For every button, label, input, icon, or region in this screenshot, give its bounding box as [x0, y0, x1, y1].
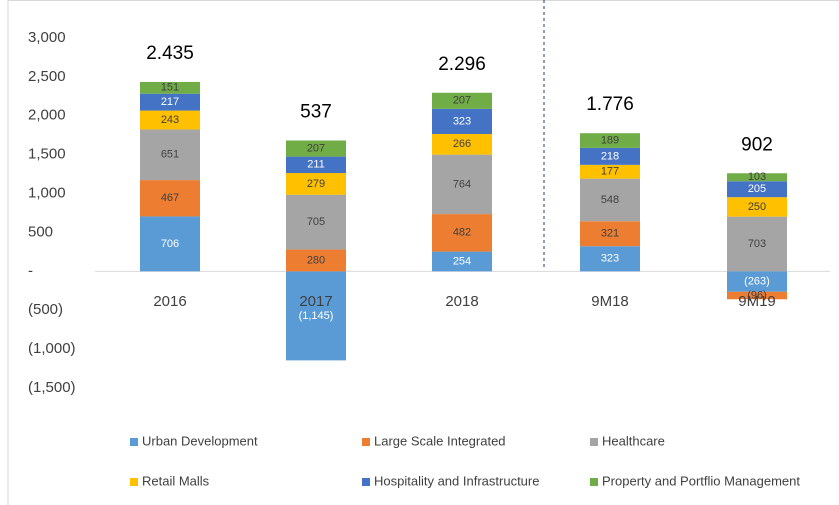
bar-segment [432, 108, 492, 134]
bar-segment [286, 140, 346, 157]
segment-label: 323 [453, 115, 471, 127]
segment-label: (96) [747, 289, 767, 301]
legend-swatch [362, 438, 370, 446]
legend-swatch [362, 478, 370, 486]
segment-label: 482 [453, 227, 471, 239]
y-tick-label: 2,000 [28, 107, 66, 124]
y-tick-label: (1,000) [28, 340, 76, 357]
bar-segment [286, 194, 346, 250]
segment-label: 279 [307, 178, 325, 190]
bar-segment [140, 93, 200, 111]
segment-label: 217 [161, 96, 179, 108]
segment-label: 548 [601, 194, 619, 206]
segment-label: 323 [601, 253, 619, 265]
segment-label: 205 [748, 183, 766, 195]
bar-segment [286, 249, 346, 272]
bar-segment [286, 271, 346, 361]
legend-label: Large Scale Integrated [374, 433, 506, 448]
segment-label: 211 [307, 159, 325, 171]
total-label: 902 [741, 134, 773, 155]
segment-label: 266 [453, 138, 471, 150]
y-tick-label: (1,500) [28, 379, 76, 396]
total-label: 1.776 [586, 94, 634, 115]
bar-segment [140, 81, 200, 94]
bar-segment [432, 154, 492, 215]
bar-segment [580, 164, 640, 179]
x-tick-label: 9M18 [591, 293, 629, 310]
segment-label: 189 [601, 134, 619, 146]
bar-segment [580, 147, 640, 165]
legend-swatch [130, 478, 138, 486]
segment-label: 243 [161, 114, 179, 126]
bar-segment [286, 173, 346, 195]
y-tick-label: 1,500 [28, 146, 66, 163]
legend-label: Property and Portflio Management [602, 473, 800, 488]
segment-label: 177 [601, 166, 619, 178]
segment-label: 467 [161, 192, 179, 204]
y-tick-label: 500 [28, 223, 53, 240]
legend-label: Hospitality and Infrastructure [374, 473, 539, 488]
segment-label: 280 [307, 254, 325, 266]
y-tick-label: 3,000 [28, 29, 66, 46]
bar-segment [580, 178, 640, 222]
bar-segment [727, 197, 787, 217]
bar-segment [727, 181, 787, 198]
segment-label: 103 [748, 171, 766, 183]
segment-label: 321 [601, 228, 619, 240]
legend-label: Retail Malls [142, 473, 210, 488]
legend-label: Healthcare [602, 433, 665, 448]
bar-segment [727, 291, 787, 300]
x-tick-label: 2016 [153, 293, 186, 310]
segment-label: 764 [453, 178, 471, 190]
total-label: 2.435 [146, 43, 194, 64]
y-tick-label: (500) [28, 301, 63, 318]
segment-label: (263) [744, 275, 770, 287]
segment-label: 651 [161, 149, 179, 161]
y-tick-label: 2,500 [28, 68, 66, 85]
x-tick-label: 9M19 [738, 293, 776, 310]
segment-label: 207 [453, 95, 471, 107]
legend-swatch [590, 478, 598, 486]
segment-label: 703 [748, 238, 766, 250]
legend-swatch [130, 438, 138, 446]
bar-segment [140, 129, 200, 181]
bar-segment [432, 92, 492, 109]
x-tick-label: 2017 [299, 293, 332, 310]
total-label: 2.296 [438, 54, 486, 75]
segment-label: 151 [161, 82, 179, 94]
segment-label: 218 [601, 150, 619, 162]
bar-segment [432, 133, 492, 155]
bar-segment [432, 214, 492, 252]
bar-segment [727, 173, 787, 182]
segment-label: (1,145) [299, 310, 334, 322]
bar-segment [580, 221, 640, 247]
bar-segment [727, 271, 787, 292]
segment-label: 254 [453, 255, 471, 267]
bar-segment [140, 110, 200, 130]
total-label: 537 [300, 102, 332, 123]
y-tick-label: - [28, 262, 33, 279]
y-tick-label: 1,000 [28, 185, 66, 202]
legend-label: Urban Development [142, 433, 258, 448]
bar-segment [580, 133, 640, 148]
bar-segment [140, 216, 200, 272]
bar-segment [140, 180, 200, 217]
legend-swatch [590, 438, 598, 446]
segment-label: 207 [307, 142, 325, 154]
bar-segment [432, 251, 492, 272]
bar-segment [286, 156, 346, 174]
segment-label: 705 [307, 216, 325, 228]
x-tick-label: 2018 [445, 293, 478, 310]
segment-label: 706 [161, 238, 179, 250]
segment-label: 250 [748, 201, 766, 213]
bar-segment [580, 246, 640, 272]
bar-segment [727, 216, 787, 272]
